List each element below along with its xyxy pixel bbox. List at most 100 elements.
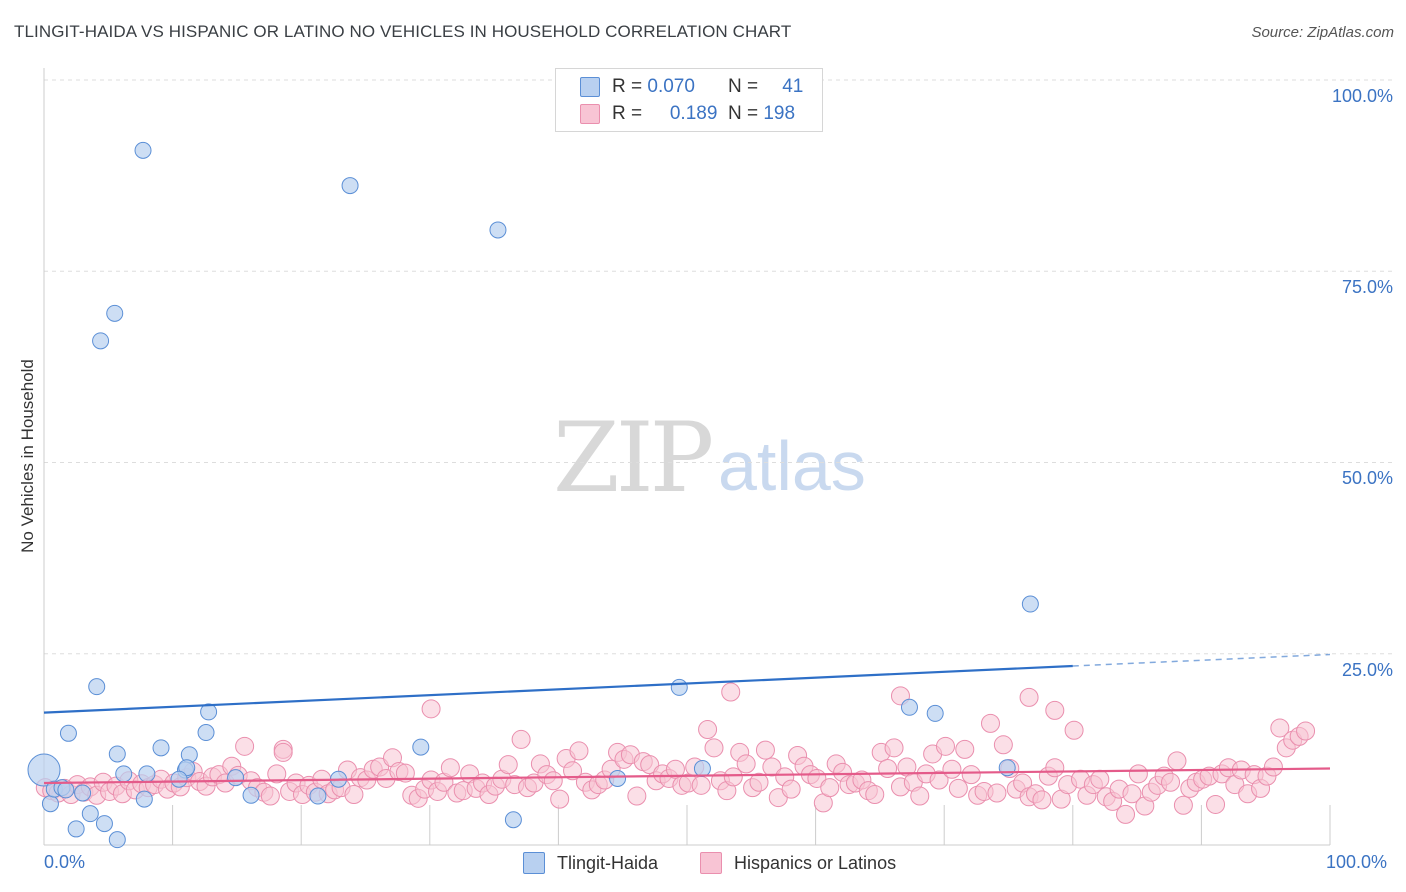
tlingit-swatch xyxy=(580,77,600,97)
hispanic-point xyxy=(755,740,775,760)
hispanic-point xyxy=(1064,720,1084,740)
tlingit-point xyxy=(92,332,110,350)
tlingit-point xyxy=(106,304,124,322)
x-tick-label: 0.0% xyxy=(44,852,86,872)
tlingit-point xyxy=(227,769,245,787)
hispanic-point xyxy=(1167,751,1187,771)
hispanic-point xyxy=(910,786,930,806)
hispanic-point xyxy=(235,736,255,756)
tlingit-point xyxy=(134,141,152,159)
hispanic-point xyxy=(691,775,711,795)
tlingit-point xyxy=(88,678,106,696)
watermark-zip: ZIP xyxy=(553,402,714,514)
tlingit-point xyxy=(27,753,61,787)
n-value: 198 xyxy=(763,103,796,124)
hispanic-point xyxy=(440,758,460,778)
tlingit-point xyxy=(693,760,711,777)
hispanic-point xyxy=(421,699,441,719)
hispanic-point xyxy=(820,778,840,798)
y-tick-label: 50.0% xyxy=(1341,468,1393,488)
tlingit-point xyxy=(609,769,627,787)
tlingit-point xyxy=(926,704,944,722)
hispanic-point xyxy=(721,682,741,702)
watermark-atlas: atlas xyxy=(718,427,866,505)
hispanic-point xyxy=(267,764,287,784)
legend-label: Tlingit-Haida xyxy=(557,852,659,873)
hispanic-point xyxy=(865,785,885,805)
tlingit-point xyxy=(81,805,99,823)
hispanic-point xyxy=(1263,757,1283,777)
hispanic-point xyxy=(884,738,904,758)
hispanic-point xyxy=(1206,794,1226,814)
tlingit-point xyxy=(138,765,156,783)
tlingit-point xyxy=(504,811,522,829)
hispanic-point xyxy=(273,742,293,762)
hispanic-point xyxy=(955,739,975,759)
hispanic-point xyxy=(1122,784,1142,804)
tlingit-point xyxy=(200,703,218,721)
hispanic-point xyxy=(543,771,563,791)
hispanic-point xyxy=(961,765,981,785)
hispanic-point xyxy=(1116,804,1136,824)
y-tick-label: 25.0% xyxy=(1341,660,1393,680)
legend-item-hispanic[interactable]: Hispanics or Latinos xyxy=(700,852,896,874)
tlingit-point xyxy=(242,786,260,804)
tlingit-point xyxy=(412,738,430,756)
hispanic-point xyxy=(878,759,898,778)
tlingit-trend-extension xyxy=(1072,653,1331,667)
tlingit-point xyxy=(67,820,85,838)
tlingit-point xyxy=(57,781,75,799)
legend-row-hispanic: R = 0.189 N = 198 xyxy=(580,102,803,126)
stats-legend: R = 0.070 N = 41 R = 0.189 N = 198 xyxy=(555,68,823,132)
tlingit-point xyxy=(135,790,153,808)
hispanic-point xyxy=(665,759,685,779)
hispanic-point xyxy=(550,789,570,809)
hispanic-point xyxy=(993,735,1013,755)
tlingit-point xyxy=(108,745,126,763)
r-label: R = xyxy=(612,76,643,97)
hispanic-point xyxy=(980,713,1000,733)
tlingit-point xyxy=(74,784,92,802)
y-tick-label: 100.0% xyxy=(1331,86,1393,106)
tlingit-point xyxy=(152,739,170,757)
tlingit-point xyxy=(41,795,59,813)
hispanic-point xyxy=(1173,795,1193,815)
legend-label: Hispanics or Latinos xyxy=(734,852,897,873)
r-value: 0.189 xyxy=(669,103,718,124)
hispanic-point xyxy=(511,729,531,749)
n-value: 41 xyxy=(782,76,804,97)
hispanic-point xyxy=(640,755,660,775)
tlingit-point xyxy=(998,759,1016,777)
tlingit-point xyxy=(341,177,359,195)
tlingit-point xyxy=(197,724,215,742)
hispanic-swatch xyxy=(580,104,600,124)
tlingit-point xyxy=(309,787,327,805)
hispanic-point xyxy=(736,754,756,774)
hispanic-point xyxy=(1128,764,1148,784)
hispanic-point xyxy=(781,779,801,799)
y-axis-label: No Vehicles in Household xyxy=(18,359,37,553)
hispanic-point xyxy=(395,763,415,783)
tlingit-point xyxy=(115,765,133,783)
hispanic-point xyxy=(260,786,280,806)
tlingit-point xyxy=(59,724,77,742)
r-label: R = xyxy=(612,103,643,124)
hispanic-point xyxy=(1161,772,1181,792)
tlingit-point xyxy=(170,770,188,788)
source-label: Source: ZipAtlas.com xyxy=(1251,24,1394,41)
tlingit-point xyxy=(95,815,113,833)
chart-title: TLINGIT-HAIDA VS HISPANIC OR LATINO NO V… xyxy=(14,22,792,41)
legend-item-tlingit[interactable]: Tlingit-Haida xyxy=(523,852,658,874)
hispanic-point xyxy=(1270,718,1290,738)
n-label: N = xyxy=(727,103,759,124)
hispanic-point xyxy=(929,770,949,790)
hispanic-point xyxy=(948,778,968,798)
hispanic-point xyxy=(704,738,724,758)
tlingit-legend-swatch xyxy=(523,852,545,874)
tlingit-trend-line xyxy=(43,664,1073,714)
tlingit-point xyxy=(670,678,688,696)
hispanic-point xyxy=(344,785,364,805)
hispanic-trend-line xyxy=(43,767,1331,785)
x-tick-label: 100.0% xyxy=(1326,852,1388,872)
